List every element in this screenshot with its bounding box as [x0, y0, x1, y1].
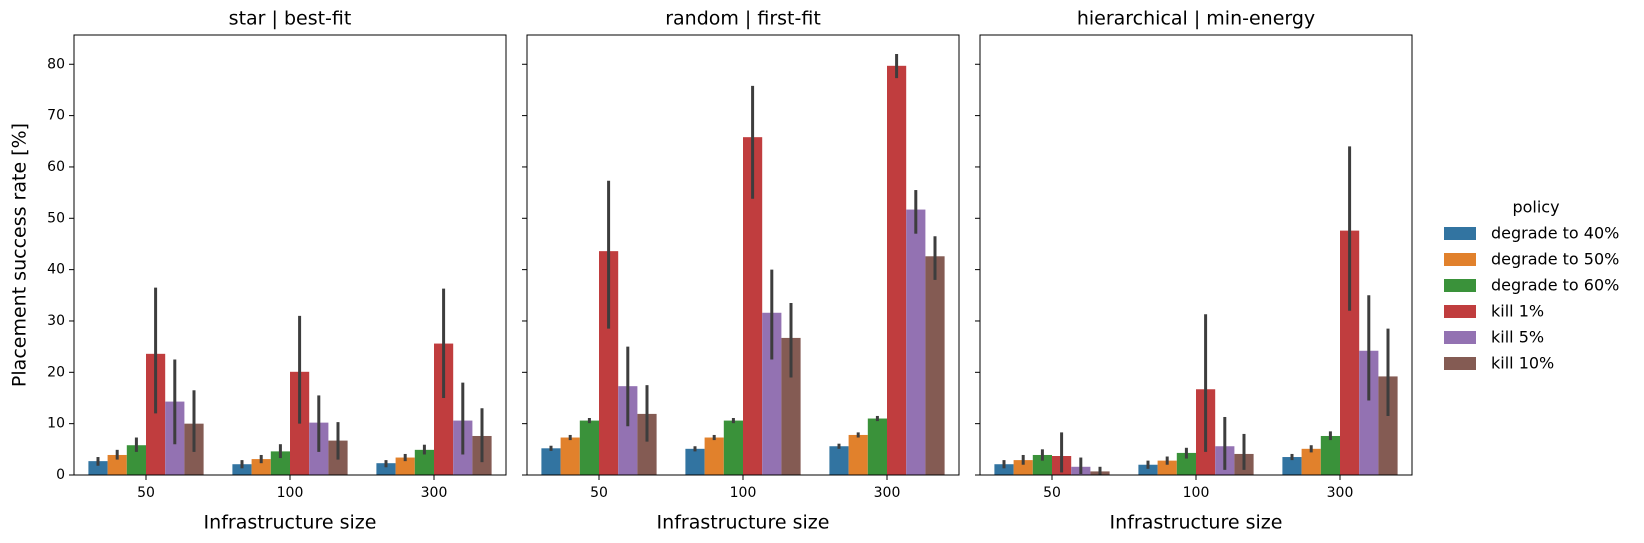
x-tick-label: 100: [1183, 485, 1210, 501]
bar: [434, 343, 454, 475]
panel-title: random | first-fit: [665, 8, 821, 30]
bar: [599, 251, 619, 475]
bar: [146, 353, 166, 475]
legend-swatch: [1444, 357, 1476, 370]
x-tick-label: 50: [590, 485, 608, 501]
bar: [1340, 230, 1360, 475]
x-tick-label: 100: [277, 485, 304, 501]
x-tick-label: 300: [1327, 485, 1354, 501]
bar: [762, 312, 782, 475]
bar: [637, 413, 657, 475]
axes-frame: [526, 34, 960, 476]
legend-label: kill 10%: [1491, 354, 1554, 373]
legend-swatch: [1444, 253, 1476, 266]
legend-label: kill 1%: [1491, 302, 1544, 321]
bar: [251, 459, 271, 475]
bar: [1282, 457, 1302, 475]
bar: [376, 463, 396, 475]
axes-frame: [73, 34, 507, 476]
legend-swatch: [1444, 279, 1476, 292]
y-tick-label: 60: [47, 159, 65, 175]
bar: [1138, 464, 1158, 475]
legend-label: degrade to 50%: [1491, 250, 1619, 269]
panel-title: star | best-fit: [229, 8, 352, 30]
bar: [781, 337, 801, 475]
bar: [579, 420, 599, 475]
bar: [906, 209, 926, 475]
bar: [994, 464, 1014, 475]
bar: [887, 65, 907, 475]
legend-swatch: [1444, 305, 1476, 318]
x-tick-label: 100: [730, 485, 757, 501]
bar: [1032, 454, 1052, 475]
x-tick-label: 300: [421, 485, 448, 501]
legend-swatch: [1444, 227, 1476, 240]
legend-label: degrade to 60%: [1491, 276, 1619, 295]
bar: [743, 137, 763, 476]
bar: [1157, 460, 1177, 475]
x-tick-label: 50: [1043, 485, 1061, 501]
bar: [618, 386, 638, 475]
x-tick-label: 50: [137, 485, 155, 501]
bar: [541, 448, 561, 475]
legend-swatch: [1444, 331, 1476, 344]
y-tick-label: 30: [47, 313, 65, 329]
bar: [1378, 376, 1398, 475]
bar: [232, 464, 252, 475]
bar: [395, 457, 415, 475]
y-tick-label: 50: [47, 210, 65, 226]
y-tick-label: 10: [47, 416, 65, 432]
y-tick-label: 0: [56, 467, 65, 483]
bar: [270, 451, 290, 475]
y-tick-label: 40: [47, 262, 65, 278]
x-axis-label: Infrastructure size: [1110, 512, 1283, 534]
bar: [414, 449, 434, 475]
bar: [723, 420, 743, 475]
bar: [1320, 435, 1340, 475]
bar: [1301, 448, 1321, 475]
x-axis-label: Infrastructure size: [204, 512, 377, 534]
bar: [1359, 350, 1379, 475]
bar: [685, 448, 705, 475]
bar: [1176, 452, 1196, 475]
y-axis-label: Placement success rate [%]: [9, 123, 31, 387]
bar: [925, 256, 945, 475]
bar: [126, 445, 146, 475]
axes-frame: [979, 34, 1413, 476]
bar: [88, 461, 108, 475]
bar: [867, 418, 887, 475]
legend-label: kill 5%: [1491, 328, 1544, 347]
y-tick-label: 80: [47, 56, 65, 72]
y-tick-label: 20: [47, 364, 65, 380]
panel-title: hierarchical | min-energy: [1077, 8, 1315, 30]
x-axis-label: Infrastructure size: [657, 512, 830, 534]
y-tick-label: 70: [47, 108, 65, 124]
legend-title: policy: [1512, 198, 1559, 217]
bar: [560, 437, 580, 475]
bar: [848, 434, 868, 475]
bar: [704, 437, 724, 475]
x-tick-label: 300: [874, 485, 901, 501]
bar: [1013, 460, 1033, 475]
bar: [107, 454, 127, 475]
legend-label: degrade to 40%: [1491, 224, 1619, 243]
bar: [829, 446, 849, 475]
